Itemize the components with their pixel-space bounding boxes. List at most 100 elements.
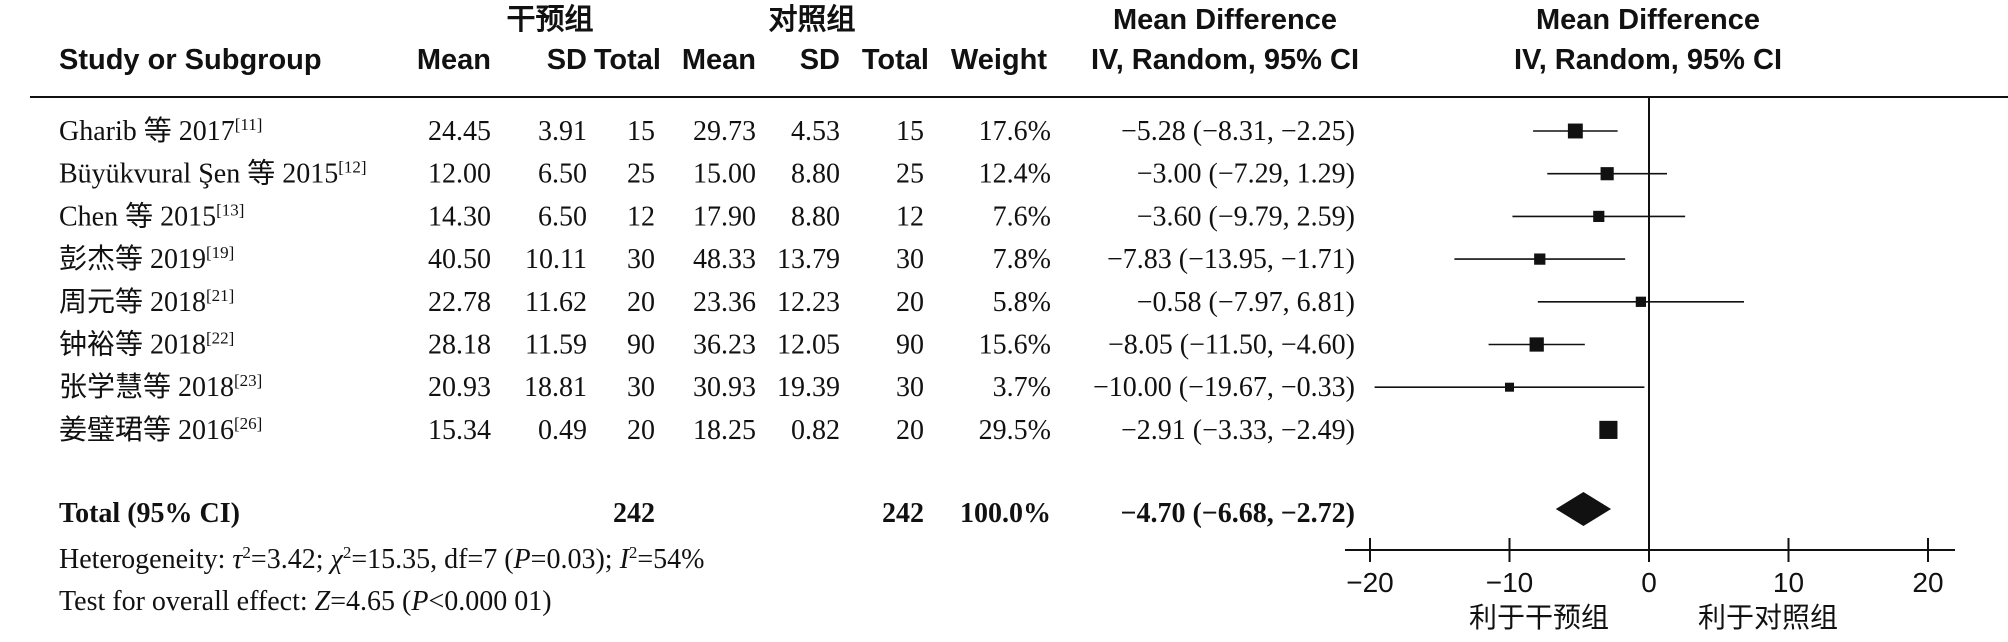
total-ctl-total: 242: [882, 498, 924, 529]
study-ctl-mean: 36.23: [693, 330, 756, 361]
study-ctl-total: 15: [896, 116, 924, 147]
study-exp-sd: 11.62: [525, 287, 587, 318]
pooled-effect-diamond: [1555, 492, 1612, 526]
study-effect-square: [1534, 253, 1546, 265]
study-name: Chen 等 2015[13]: [59, 200, 244, 232]
study-exp-total: 20: [627, 415, 655, 446]
study-ctl-sd: 19.39: [777, 372, 840, 403]
study-markers: [1374, 123, 1744, 439]
header-exp-mean: Mean: [417, 44, 491, 76]
plot-column-subtitle: IV, Random, 95% CI: [1514, 44, 1782, 76]
study-exp-sd: 3.91: [538, 116, 587, 147]
study-exp-sd: 18.81: [524, 372, 587, 403]
study-name: 周元等 2018[21]: [59, 286, 234, 318]
study-name: Gharib 等 2017[11]: [59, 115, 262, 147]
study-ctl-mean: 15.00: [693, 159, 756, 190]
total-row: Total (95% CI) 242 242 100.0% −4.70 (−6.…: [59, 498, 1355, 529]
study-exp-mean: 22.78: [428, 287, 491, 318]
overall-effect-text: Test for overall effect: Z=4.65 (P<0.000…: [59, 586, 552, 617]
study-weight: 7.6%: [993, 201, 1051, 232]
header-study: Study or Subgroup: [59, 44, 322, 76]
study-row: Chen 等 2015[13] 14.30 6.50 12 17.90 8.80 12 7.6…: [59, 200, 1355, 232]
study-exp-mean: 12.00: [428, 159, 491, 190]
study-row: 周元等 2018[21] 22.78 11.62 20 23.36 12.23 20 5.8%…: [59, 286, 1355, 318]
study-effect-square: [1600, 167, 1614, 181]
study-exp-total: 20: [627, 287, 655, 318]
x-axis-ticks: −20 −10 0 10 20: [1346, 538, 1944, 598]
study-exp-sd: 6.50: [538, 201, 587, 232]
study-effect-square: [1593, 210, 1605, 222]
study-ctl-sd: 12.23: [777, 287, 840, 318]
study-ci-text: −5.28 (−8.31, −2.25): [1121, 116, 1355, 147]
study-ctl-total: 30: [896, 372, 924, 403]
header-ctl-total: Total: [862, 44, 929, 76]
x-tick-label: 10: [1773, 567, 1804, 598]
header-ctl-mean: Mean: [682, 44, 756, 76]
study-exp-sd: 6.50: [538, 159, 587, 190]
study-ci-text: −3.60 (−9.79, 2.59): [1137, 201, 1355, 232]
study-ctl-mean: 30.93: [693, 372, 756, 403]
study-ctl-total: 25: [896, 159, 924, 190]
study-weight: 17.6%: [979, 116, 1051, 147]
study-ci-text: −10.00 (−19.67, −0.33): [1093, 372, 1355, 403]
study-ctl-sd: 8.80: [791, 201, 840, 232]
forest-plot-area: −20 −10 0 10 20: [1345, 97, 1955, 598]
study-exp-sd: 11.59: [525, 330, 587, 361]
x-tick-label: 0: [1641, 567, 1657, 598]
study-row: 姜璧珺等 2016[26] 15.34 0.49 20 18.25 0.82 20 29.5%…: [59, 414, 1355, 446]
study-exp-total: 25: [627, 159, 655, 190]
study-ctl-mean: 17.90: [693, 201, 756, 232]
study-exp-total: 15: [627, 116, 655, 147]
study-weight: 12.4%: [979, 159, 1051, 190]
study-effect-square: [1567, 123, 1583, 139]
study-effect-square: [1504, 382, 1515, 392]
study-ci-text: −8.05 (−11.50, −4.60): [1108, 330, 1355, 361]
total-ci-text: −4.70 (−6.68, −2.72): [1120, 498, 1355, 529]
study-row: 彭杰等 2019[19] 40.50 10.11 30 48.33 13.79 30 7.8%…: [59, 243, 1355, 275]
study-weight: 29.5%: [979, 415, 1051, 446]
study-exp-total: 30: [627, 244, 655, 275]
study-exp-mean: 40.50: [428, 244, 491, 275]
study-name: 彭杰等 2019[19]: [59, 243, 234, 275]
study-exp-mean: 28.18: [428, 330, 491, 361]
study-ctl-sd: 13.79: [777, 244, 840, 275]
study-ctl-mean: 18.25: [693, 415, 756, 446]
study-weight: 15.6%: [979, 330, 1051, 361]
study-weight: 7.8%: [993, 244, 1051, 275]
x-tick-label: −10: [1486, 567, 1534, 598]
study-ctl-total: 20: [896, 287, 924, 318]
study-weight: 5.8%: [993, 287, 1051, 318]
study-exp-sd: 10.11: [525, 244, 587, 275]
header-weight: Weight: [951, 44, 1047, 76]
study-ci-text: −3.00 (−7.29, 1.29): [1137, 159, 1355, 190]
study-effect-square: [1529, 337, 1544, 352]
study-ctl-total: 12: [896, 201, 924, 232]
study-ctl-mean: 23.36: [693, 287, 756, 318]
study-exp-sd: 0.49: [538, 415, 587, 446]
study-ctl-mean: 29.73: [693, 116, 756, 147]
plot-column-title: Mean Difference: [1536, 4, 1760, 36]
study-exp-mean: 20.93: [428, 372, 491, 403]
study-ctl-mean: 48.33: [693, 244, 756, 275]
study-exp-mean: 24.45: [428, 116, 491, 147]
study-ctl-total: 30: [896, 244, 924, 275]
x-tick-label: −20: [1346, 567, 1394, 598]
study-weight: 3.7%: [993, 372, 1051, 403]
total-weight: 100.0%: [960, 498, 1051, 529]
effect-column-subtitle: IV, Random, 95% CI: [1091, 44, 1359, 76]
study-row: 钟裕等 2018[22] 28.18 11.59 90 36.23 12.05 90 15.6…: [59, 329, 1355, 361]
study-ctl-sd: 4.53: [791, 116, 840, 147]
favours-left-label: 利于干预组: [1469, 602, 1609, 633]
study-exp-total: 12: [627, 201, 655, 232]
study-effect-square: [1599, 420, 1618, 439]
study-row: 张学慧等 2018[23] 20.93 18.81 30 30.93 19.39 30 3.7…: [59, 371, 1355, 403]
group-label-experimental: 干预组: [506, 2, 593, 36]
favours-right-label: 利于对照组: [1698, 602, 1838, 633]
total-exp-total: 242: [613, 498, 655, 529]
study-name: 姜璧珺等 2016[26]: [59, 414, 262, 446]
study-exp-total: 30: [627, 372, 655, 403]
header-exp-sd: SD: [547, 44, 587, 76]
header-ctl-sd: SD: [800, 44, 840, 76]
